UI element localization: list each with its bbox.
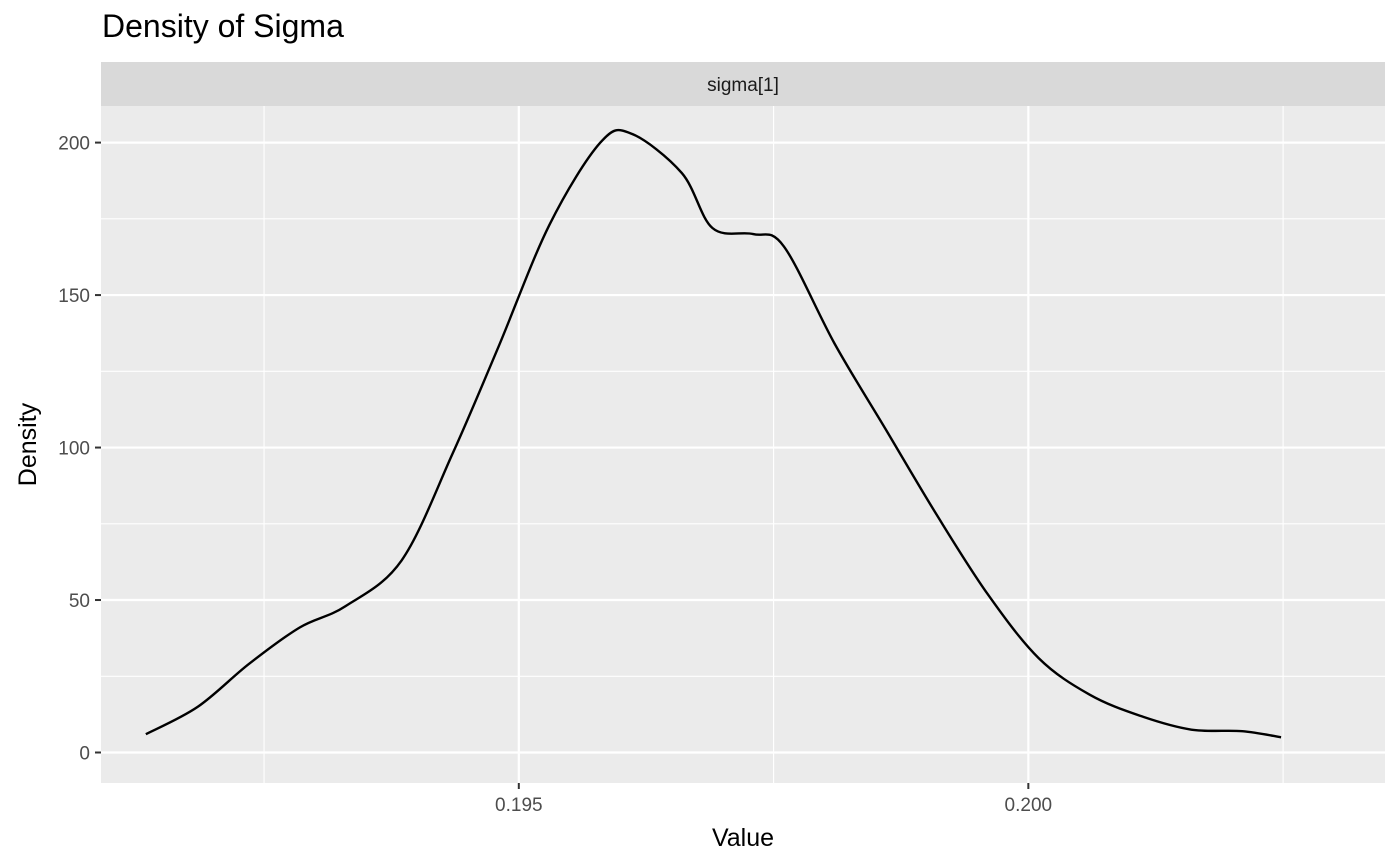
tick-layer: 0 50 100 150 200 0.195 0.200 bbox=[58, 134, 1052, 816]
x-tick-label: 0.195 bbox=[495, 795, 543, 816]
y-tick-label: 100 bbox=[58, 439, 90, 460]
x-tick-label: 0.200 bbox=[1005, 795, 1053, 816]
y-tick-label: 50 bbox=[69, 591, 90, 612]
y-tick-label: 200 bbox=[58, 134, 90, 155]
x-axis-title: Value bbox=[712, 824, 774, 852]
facet-strip bbox=[101, 62, 1385, 106]
y-tick-label: 0 bbox=[79, 744, 90, 765]
y-axis-title: Density bbox=[14, 402, 42, 486]
plot-panel bbox=[101, 106, 1385, 783]
density-line bbox=[145, 128, 1282, 739]
grid-layer bbox=[101, 106, 1385, 783]
chart-title: Density of Sigma bbox=[102, 8, 344, 44]
facet-strip-label: sigma[1] bbox=[707, 75, 779, 96]
y-tick-label: 150 bbox=[58, 286, 90, 307]
